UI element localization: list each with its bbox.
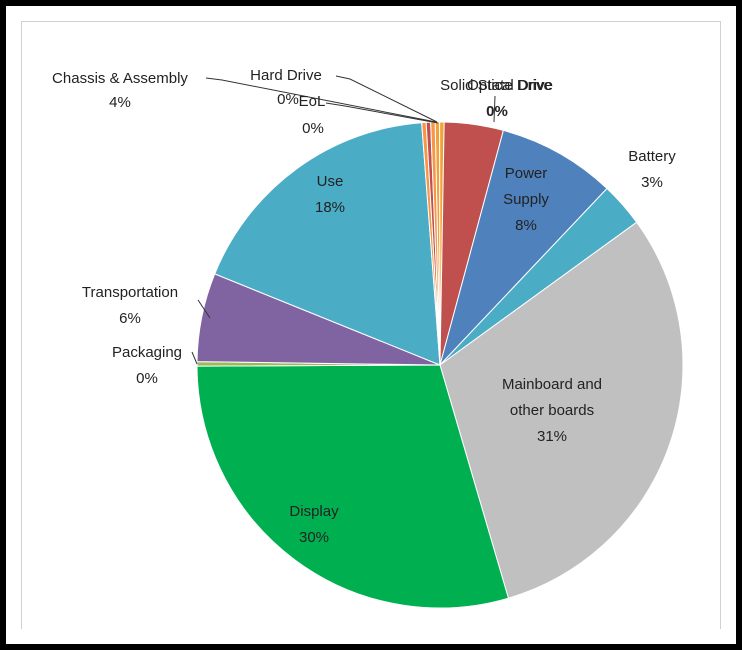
label-display-pct: 30%	[299, 529, 329, 546]
label-packaging-name: Packaging	[112, 344, 182, 361]
leader-line-packaging	[192, 352, 197, 364]
label-optical-name: Optical Drive	[467, 77, 553, 94]
label-battery-pct: 3%	[641, 174, 663, 191]
label-chassis-name: Chassis & Assembly	[52, 70, 188, 87]
label-eol-name: EoL	[299, 93, 326, 110]
pie-slices	[197, 122, 683, 608]
label-use-name: Use	[317, 173, 344, 190]
label-display-name: Display	[289, 503, 339, 520]
label-power-supply-line1: Power	[505, 165, 548, 182]
label-eol-pct: 0%	[302, 120, 324, 137]
label-packaging-pct: 0%	[136, 370, 158, 387]
label-hard-drive-name: Hard Drive	[250, 67, 322, 84]
label-chassis-pct: 4%	[109, 94, 131, 111]
leader-line-hard-drive	[336, 76, 437, 122]
label-use-pct: 18%	[315, 199, 345, 216]
label-mainboard-line1: Mainboard and	[502, 376, 602, 393]
label-hard-drive-pct: 0%	[277, 91, 299, 108]
label-mainboard-pct: 31%	[537, 428, 567, 445]
label-battery-name: Battery	[628, 148, 676, 165]
leader-line-eol	[326, 103, 438, 123]
label-mainboard-line2: other boards	[510, 402, 594, 419]
label-transportation-name: Transportation	[82, 284, 178, 301]
label-top-pct: 0%	[486, 103, 508, 120]
label-power-supply-line2: Supply	[503, 191, 549, 208]
label-power-supply-pct: 8%	[515, 217, 537, 234]
label-transportation-pct: 6%	[119, 310, 141, 327]
